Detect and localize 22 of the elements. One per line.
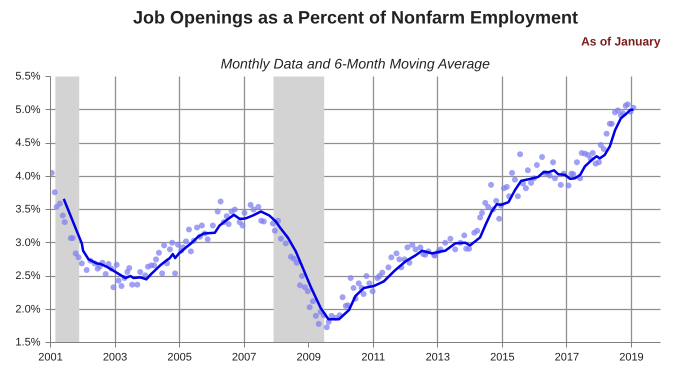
x-tick-label: 2003 bbox=[102, 352, 128, 364]
x-tick-label: 2017 bbox=[554, 352, 580, 364]
x-tick-label: 2005 bbox=[167, 352, 192, 364]
y-tick-label: 2.0% bbox=[15, 303, 41, 316]
y-tick-label: 4.0% bbox=[15, 170, 41, 182]
y-tick-label: 2.5% bbox=[15, 270, 41, 282]
y-tick-label: 5.0% bbox=[15, 104, 41, 116]
x-tick-label: 2007 bbox=[232, 352, 256, 364]
chart-subtitle: Monthly Data and 6-Month Moving Average bbox=[220, 56, 490, 72]
x-tick-label: 2015 bbox=[490, 352, 515, 364]
y-tick-label: 1.5% bbox=[15, 336, 41, 348]
chart-title: Job Openings as a Percent of Nonfarm Employment bbox=[132, 8, 578, 28]
x-tick-label: 2001 bbox=[38, 352, 63, 364]
x-tick-label: 2019 bbox=[619, 352, 644, 364]
y-tick-label: 3.0% bbox=[15, 236, 41, 249]
x-tick-label: 2013 bbox=[426, 352, 450, 364]
x-tick-label: 2011 bbox=[361, 352, 386, 364]
y-tick-label: 5.5% bbox=[15, 70, 41, 82]
y-tick-label: 3.5% bbox=[15, 204, 41, 216]
y-tick-label: 4.5% bbox=[15, 137, 41, 149]
text: As of January bbox=[581, 34, 661, 48]
x-tick-label: 2009 bbox=[296, 352, 321, 364]
